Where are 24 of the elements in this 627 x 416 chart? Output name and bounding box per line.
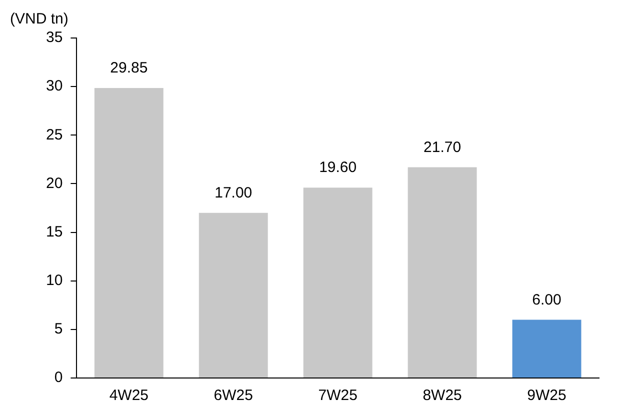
data-label: 6.00 bbox=[532, 291, 562, 308]
y-axis-title: (VND tn) bbox=[10, 10, 68, 28]
x-tick-label: 6W25 bbox=[214, 387, 253, 404]
y-tick-label: 25 bbox=[46, 126, 63, 144]
y-tick-label: 30 bbox=[46, 78, 63, 95]
y-tick-label: 10 bbox=[46, 272, 63, 289]
bar bbox=[198, 212, 268, 378]
x-tick-label: 7W25 bbox=[318, 387, 358, 404]
y-tick-label: 15 bbox=[46, 223, 63, 240]
x-tick-label: 9W25 bbox=[527, 387, 566, 404]
bar bbox=[303, 188, 372, 378]
x-tick-label: 4W25 bbox=[109, 387, 149, 404]
y-tick-label: 0 bbox=[54, 369, 63, 386]
data-label: 19.60 bbox=[319, 159, 357, 176]
bar bbox=[408, 167, 477, 378]
data-label: 21.70 bbox=[424, 138, 462, 156]
x-tick-label: 8W25 bbox=[422, 387, 462, 404]
data-label: 29.85 bbox=[110, 60, 148, 77]
data-label: 17.00 bbox=[214, 184, 252, 202]
bar bbox=[512, 320, 582, 378]
y-tick-label: 35 bbox=[46, 29, 63, 46]
y-tick-label: 5 bbox=[54, 320, 63, 338]
bar bbox=[94, 88, 164, 378]
y-tick-label: 20 bbox=[46, 174, 63, 192]
